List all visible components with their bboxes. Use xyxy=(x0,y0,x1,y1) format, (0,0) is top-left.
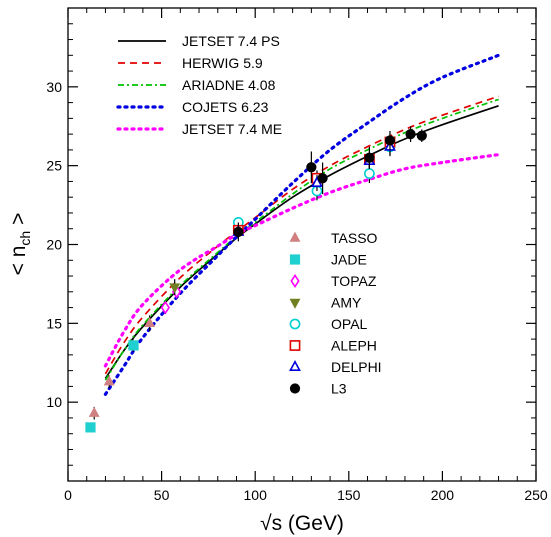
legend-marker-aleph xyxy=(289,340,301,351)
point-jade-0 xyxy=(85,422,96,433)
curve-cojets-6-23 xyxy=(103,53,501,396)
point-tasso-3 xyxy=(144,316,156,328)
legend-marker-topaz xyxy=(290,274,300,288)
legend-point-label: TOPAZ xyxy=(331,273,377,289)
legend-line-label: COJETS 6.23 xyxy=(182,99,269,115)
legend-line-label: JETSET 7.4 ME xyxy=(182,121,282,137)
point-l3-2 xyxy=(317,173,328,184)
data-points xyxy=(85,126,427,433)
legend-marker-delphi xyxy=(289,360,301,372)
axes: 0 50 100 150 200 250 10 15 20 25 30 xyxy=(46,8,548,503)
y-tick-label-10: 10 xyxy=(46,394,62,410)
legend-marker-jade xyxy=(289,254,301,265)
x-tick-label-100: 100 xyxy=(244,487,268,503)
point-tasso-0 xyxy=(88,406,100,417)
curve-herwig-5-9 xyxy=(104,95,499,375)
legend-line-label: JETSET 7.4 PS xyxy=(182,33,280,49)
legend-point-label: DELPHI xyxy=(331,359,382,375)
point-jade-1 xyxy=(128,340,139,351)
point-l3-6 xyxy=(416,130,427,141)
model-curves xyxy=(103,53,501,396)
point-topaz-0 xyxy=(160,300,170,315)
point-opal-2 xyxy=(363,168,375,179)
curve-ariadne-4-08 xyxy=(104,98,499,381)
point-l3-1 xyxy=(306,162,317,173)
curve-jetset-7-4-ps xyxy=(104,104,499,379)
legend-marker-tasso xyxy=(289,231,301,242)
point-l3-5 xyxy=(405,129,416,140)
y-axis-label: < nch > xyxy=(7,213,33,276)
x-tick-label-150: 150 xyxy=(337,487,361,503)
y-tick-label-30: 30 xyxy=(46,79,62,95)
x-tick-label-0: 0 xyxy=(64,487,72,503)
legend-point-label: JADE xyxy=(331,252,367,268)
legend-point-label: ALEPH xyxy=(331,338,377,354)
plot-frame xyxy=(67,7,537,482)
point-l3-3 xyxy=(364,152,375,163)
legend-points: TASSO JADE TOPAZ AMY OPAL ALEPH DELPHI L3 xyxy=(289,230,382,397)
legend-point-label: AMY xyxy=(331,295,362,311)
legend-point-label: L3 xyxy=(331,381,347,397)
legend-line-label: ARIADNE 4.08 xyxy=(182,77,276,93)
point-amy-0 xyxy=(169,283,181,294)
point-l3-4 xyxy=(384,135,396,146)
y-tick-label-20: 20 xyxy=(46,237,62,253)
legend-line-label: HERWIG 5.9 xyxy=(182,55,263,71)
x-tick-label-250: 250 xyxy=(524,487,548,503)
point-l3-0 xyxy=(233,226,244,237)
x-tick-label-50: 50 xyxy=(154,487,170,503)
x-axis-label: √s (GeV) xyxy=(260,512,344,535)
legend-point-label: TASSO xyxy=(331,230,378,246)
y-tick-label-25: 25 xyxy=(46,158,62,174)
legend-marker-opal xyxy=(289,318,301,330)
legend-point-label: OPAL xyxy=(331,316,368,332)
curve-jetset-7-4-me xyxy=(103,153,501,368)
x-tick-label-200: 200 xyxy=(431,487,455,503)
legend-marker-amy xyxy=(289,298,301,309)
y-tick-label-15: 15 xyxy=(46,315,62,331)
legend-marker-l3 xyxy=(289,383,301,394)
point-tasso-1 xyxy=(103,375,115,386)
legend-lines: JETSET 7.4 PS HERWIG 5.9 ARIADNE 4.08 COJET… xyxy=(116,33,282,137)
